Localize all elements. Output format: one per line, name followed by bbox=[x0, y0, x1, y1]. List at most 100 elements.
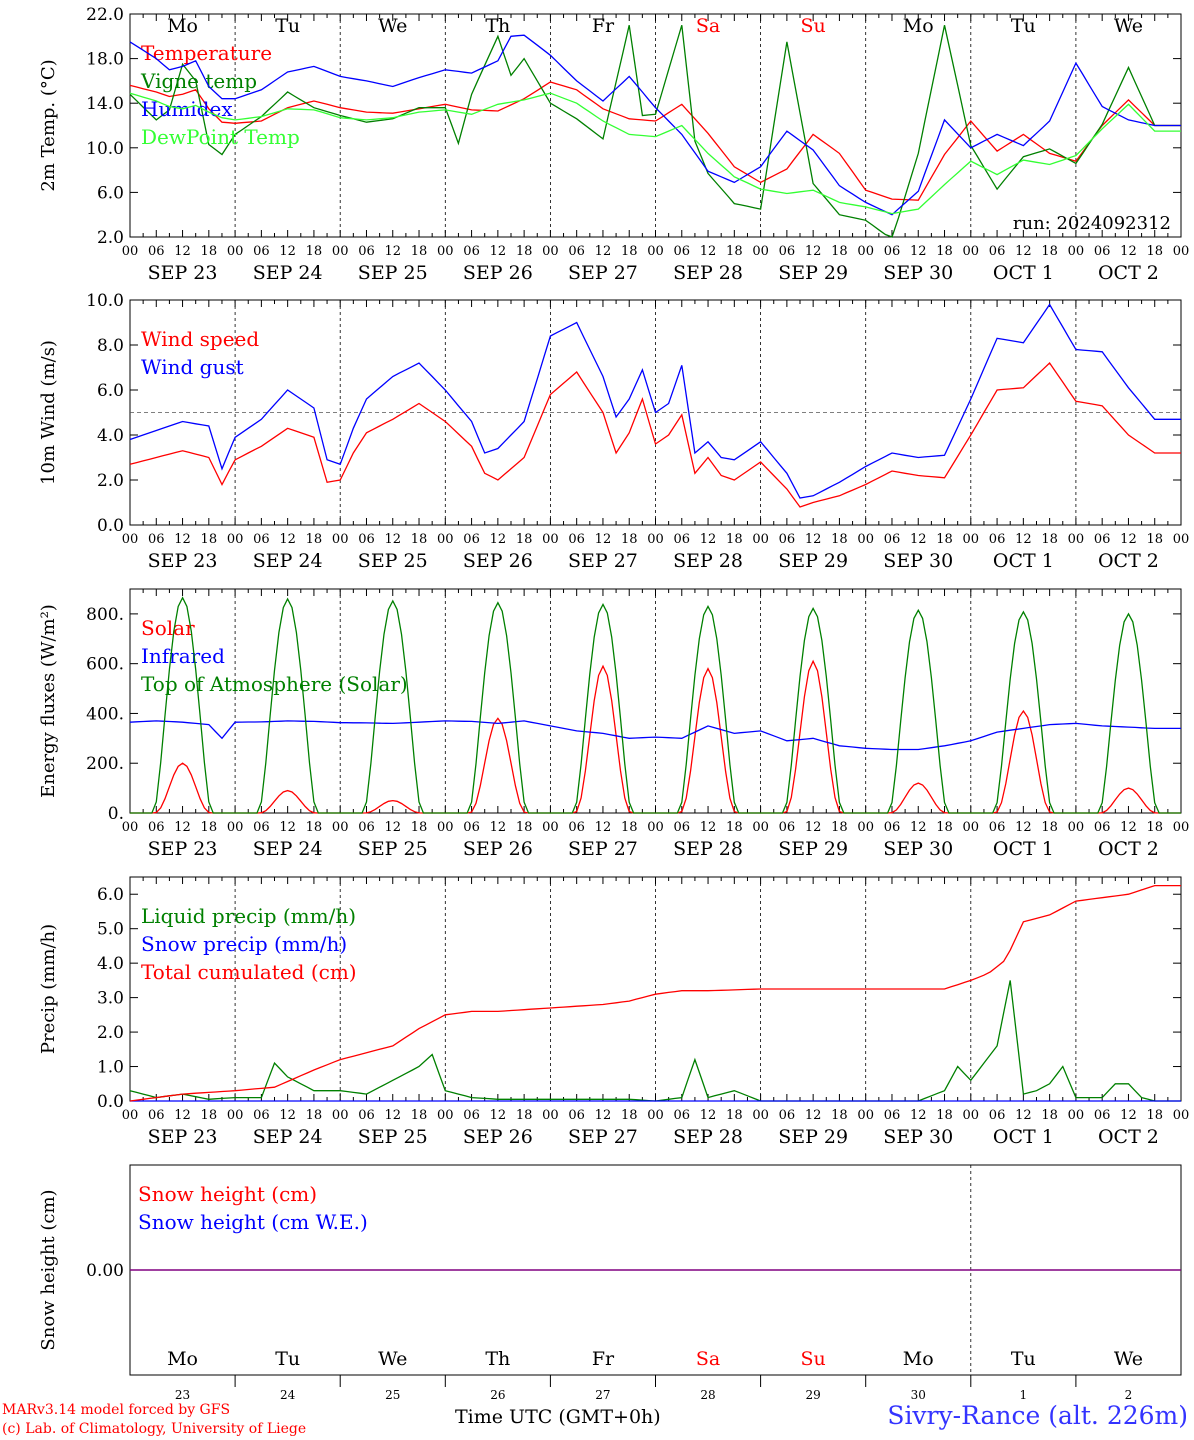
x-hour-label: 18 bbox=[516, 1108, 533, 1123]
x-hour-label: 18 bbox=[621, 820, 638, 835]
x-hour-label: 06 bbox=[148, 532, 165, 547]
lab-credit: (c) Lab. of Climatology, University of L… bbox=[2, 1421, 307, 1437]
weekday-label: Sa bbox=[696, 15, 720, 37]
x-hour-label: 18 bbox=[306, 820, 323, 835]
x-hour-label: 00 bbox=[647, 820, 664, 835]
series-line-vigne-temp bbox=[129, 25, 1181, 238]
x-date-label: SEP 25 bbox=[358, 262, 428, 284]
x-hour-label: 06 bbox=[463, 532, 480, 547]
x-date-label: SEP 29 bbox=[778, 262, 848, 284]
x-day-number: 25 bbox=[385, 1388, 400, 1402]
x-hour-label: 00 bbox=[122, 532, 139, 547]
x-date-label: SEP 26 bbox=[463, 262, 533, 284]
x-date-label: SEP 24 bbox=[253, 1126, 323, 1148]
x-hour-label: 18 bbox=[1041, 820, 1058, 835]
series-line-top-of-atmosphere-solar bbox=[130, 596, 1181, 814]
x-hour-label: 06 bbox=[989, 820, 1006, 835]
x-hour-label: 06 bbox=[674, 532, 691, 547]
x-hour-label: 12 bbox=[279, 820, 296, 835]
x-hour-label: 12 bbox=[490, 1108, 507, 1123]
x-hour-label: 00 bbox=[542, 532, 559, 547]
x-hour-label: 12 bbox=[384, 532, 401, 547]
x-date-label: SEP 23 bbox=[148, 550, 218, 572]
x-hour-label: 18 bbox=[1146, 1108, 1163, 1123]
x-hour-label: 00 bbox=[647, 532, 664, 547]
x-hour-label: 12 bbox=[700, 820, 717, 835]
x-hour-label: 18 bbox=[306, 532, 323, 547]
x-hour-label: 18 bbox=[831, 820, 848, 835]
x-hour-label: 06 bbox=[1094, 820, 1111, 835]
x-hour-label: 06 bbox=[1094, 244, 1111, 259]
legend-entry: Snow height (cm) bbox=[138, 1182, 317, 1206]
y-tick-label: 600. bbox=[86, 655, 124, 675]
x-day-number: 24 bbox=[280, 1388, 296, 1402]
y-tick-label: 2.0 bbox=[97, 1023, 124, 1043]
x-hour-label: 06 bbox=[884, 820, 901, 835]
x-hour-label: 06 bbox=[779, 532, 796, 547]
weekday-label: Fr bbox=[592, 1348, 615, 1370]
x-hour-label: 06 bbox=[148, 1108, 165, 1123]
x-date-label: OCT 2 bbox=[1098, 1126, 1159, 1148]
weekday-label: Su bbox=[801, 15, 826, 37]
legend-entry: Vigne temp bbox=[140, 69, 257, 93]
x-hour-label: 12 bbox=[490, 244, 507, 259]
x-hour-label: 00 bbox=[332, 820, 349, 835]
x-hour-label: 00 bbox=[227, 1108, 244, 1123]
x-hour-label: 18 bbox=[516, 244, 533, 259]
x-hour-label: 12 bbox=[490, 820, 507, 835]
y-tick-label: 3.0 bbox=[97, 989, 124, 1009]
x-hour-label: 12 bbox=[910, 532, 927, 547]
x-hour-label: 00 bbox=[647, 244, 664, 259]
x-hour-label: 06 bbox=[884, 532, 901, 547]
x-hour-label: 18 bbox=[1041, 1108, 1058, 1123]
x-hour-label: 06 bbox=[253, 1108, 270, 1123]
legend-entry: Temperature bbox=[141, 41, 272, 65]
x-hour-label: 06 bbox=[568, 244, 585, 259]
x-date-label: OCT 2 bbox=[1098, 838, 1159, 860]
x-hour-label: 06 bbox=[674, 1108, 691, 1123]
x-hour-label: 00 bbox=[857, 532, 874, 547]
y-tick-label: 0. bbox=[108, 804, 124, 824]
x-hour-label: 00 bbox=[963, 244, 980, 259]
x-date-label: OCT 2 bbox=[1098, 262, 1159, 284]
x-date-label: SEP 29 bbox=[778, 1126, 848, 1148]
x-hour-label: 18 bbox=[516, 532, 533, 547]
x-hour-label: 06 bbox=[674, 244, 691, 259]
x-date-label: SEP 25 bbox=[358, 550, 428, 572]
x-hour-label: 00 bbox=[437, 244, 454, 259]
x-hour-label: 12 bbox=[174, 820, 191, 835]
x-hour-label: 18 bbox=[1146, 244, 1163, 259]
x-hour-label: 00 bbox=[1068, 820, 1085, 835]
x-hour-label: 06 bbox=[568, 1108, 585, 1123]
x-hour-label: 00 bbox=[1173, 532, 1190, 547]
x-date-label: SEP 23 bbox=[148, 838, 218, 860]
x-hour-label: 12 bbox=[805, 532, 822, 547]
x-day-number: 23 bbox=[175, 1388, 190, 1402]
x-hour-label: 00 bbox=[1068, 244, 1085, 259]
x-date-label: SEP 29 bbox=[778, 550, 848, 572]
x-hour-label: 06 bbox=[253, 820, 270, 835]
legend-entry: DewPoint Temp bbox=[141, 125, 300, 149]
station-title: Sivry-Rance (alt. 226m) bbox=[887, 1401, 1188, 1430]
x-hour-label: 12 bbox=[1120, 820, 1137, 835]
weekday-label: Mo bbox=[167, 15, 198, 37]
x-hour-label: 12 bbox=[1015, 532, 1032, 547]
x-hour-label: 06 bbox=[989, 532, 1006, 547]
x-hour-label: 18 bbox=[726, 532, 743, 547]
x-hour-label: 12 bbox=[700, 244, 717, 259]
x-hour-label: 12 bbox=[1015, 820, 1032, 835]
weekday-label: Tu bbox=[1011, 1348, 1036, 1370]
x-hour-label: 06 bbox=[358, 1108, 375, 1123]
x-hour-label: 00 bbox=[542, 244, 559, 259]
x-hour-label: 06 bbox=[463, 244, 480, 259]
x-hour-label: 00 bbox=[227, 532, 244, 547]
x-date-label: SEP 27 bbox=[568, 1126, 638, 1148]
x-hour-label: 18 bbox=[306, 1108, 323, 1123]
series-line-total-cumulated-cm bbox=[129, 884, 1181, 1102]
x-hour-label: 18 bbox=[936, 1108, 953, 1123]
x-hour-label: 06 bbox=[253, 532, 270, 547]
x-date-label: SEP 26 bbox=[463, 1126, 533, 1148]
x-hour-label: 12 bbox=[279, 1108, 296, 1123]
x-hour-label: 00 bbox=[1173, 1108, 1190, 1123]
y-tick-label: 200. bbox=[86, 754, 124, 774]
